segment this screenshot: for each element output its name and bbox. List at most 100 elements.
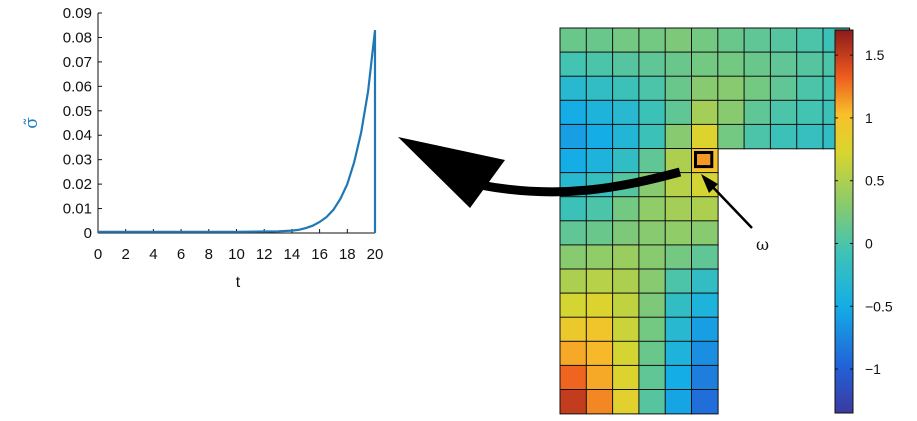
- heatmap-cell: [559, 99, 588, 126]
- heatmap-cell: [664, 123, 693, 150]
- y-tick-label: 0.09: [63, 5, 92, 22]
- heatmap-cell: [612, 148, 640, 174]
- heatmap-cell: [691, 364, 719, 391]
- heatmap-cell: [559, 268, 588, 294]
- colorbar: 1.5 1 0.5 0 −0.5 −1: [834, 29, 893, 414]
- omega-annotation: ω: [756, 235, 769, 254]
- x-tick-label: 8: [205, 246, 213, 263]
- heatmap-cell: [638, 220, 667, 246]
- heatmap-cell: [796, 51, 824, 77]
- y-tick-label: 0.01: [63, 201, 92, 218]
- heatmap-cell: [612, 292, 640, 319]
- x-tick-label: 0: [94, 246, 102, 263]
- heatmap-cell: [585, 292, 614, 319]
- heatmap-cell: [612, 316, 640, 343]
- x-tick-label: 20: [367, 246, 384, 263]
- heatmap-cell: [638, 148, 667, 174]
- heatmap-cell: [691, 292, 719, 319]
- heatmap-cell: [769, 123, 798, 150]
- heatmap-cell: [664, 389, 693, 415]
- heatmap-cell: [664, 364, 693, 391]
- heatmap-cell: [638, 27, 667, 53]
- heatmap-cell: [612, 340, 640, 367]
- heatmap-cell: [691, 268, 719, 294]
- heatmap-cell: [559, 292, 588, 319]
- line-chart: 0 0.01 0.02 0.03 0.04 0.05 0.06 0.07 0.08 0.09 0 2…: [22, 5, 383, 291]
- x-tick-label: 6: [177, 246, 185, 263]
- heatmap-cell: [769, 75, 798, 102]
- heatmap-cell: [769, 27, 798, 53]
- heatmap-cell: [691, 75, 719, 102]
- omega-arrow: [701, 174, 753, 229]
- heatmap-cell: [638, 196, 667, 222]
- heatmap-cell: [769, 99, 798, 126]
- heatmap-cell: [612, 364, 640, 391]
- heatmap-cell: [691, 99, 719, 126]
- x-tick-label: 10: [228, 246, 245, 263]
- heatmap-cell: [559, 316, 588, 343]
- heatmap-cell: [691, 196, 719, 222]
- heatmap-cell: [585, 244, 614, 270]
- heatmap-cell: [612, 244, 640, 270]
- y-tick-label: 0.02: [63, 176, 92, 193]
- heatmap-cell: [585, 123, 614, 150]
- heatmap-cell: [585, 196, 614, 222]
- heatmap-cell: [664, 51, 693, 77]
- y-tick-label: 0.08: [63, 29, 92, 46]
- x-tick-label: 2: [122, 246, 130, 263]
- heatmap-cell: [559, 148, 588, 174]
- colorbar-tick-label: 0: [865, 235, 873, 251]
- heatmap-cell: [585, 148, 614, 174]
- heatmap-cell: [691, 123, 719, 150]
- heatmap-cell: [612, 268, 640, 294]
- heatmap-cell: [585, 364, 614, 391]
- heatmap-cell: [612, 75, 640, 102]
- heatmap-cell: [559, 196, 588, 222]
- colorbar-tick-label: 0.5: [865, 173, 885, 189]
- heatmap-cell: [612, 389, 640, 415]
- heatmap-cell: [559, 75, 588, 102]
- y-tick-label: 0.03: [63, 152, 92, 169]
- heatmap-cell: [612, 196, 640, 222]
- heatmap-cell: [691, 51, 719, 77]
- heatmap-cell: [559, 220, 588, 246]
- heatmap-cell: [717, 75, 745, 102]
- heatmap-cell: [638, 99, 667, 126]
- x-axis-label: t: [236, 274, 241, 291]
- heatmap-cell: [691, 316, 719, 343]
- colorbar-tick-labels: 1.5 1 0.5 0 −0.5 −1: [835, 47, 893, 377]
- heatmap-cell: [664, 220, 693, 246]
- heatmap-cell: [638, 244, 667, 270]
- y-tick-label: 0: [84, 225, 92, 242]
- y-tick-label: 0.06: [63, 78, 92, 95]
- colorbar-tick-label: −1: [865, 361, 881, 377]
- colorbar-tick-label: 1: [865, 110, 873, 126]
- heatmap: [559, 27, 851, 415]
- heatmap-cell: [691, 27, 719, 53]
- heatmap-cell: [796, 75, 824, 102]
- heatmap-cell: [743, 123, 772, 150]
- heatmap-cell: [638, 51, 667, 77]
- heatmap-cell: [612, 220, 640, 246]
- heatmap-cell: [638, 389, 667, 415]
- heatmap-cell: [691, 244, 719, 270]
- x-tick-label: 16: [311, 246, 328, 263]
- heatmap-cell: [796, 99, 824, 126]
- y-axis-label: σ̃: [22, 117, 42, 129]
- heatmap-cell: [559, 364, 588, 391]
- colorbar-gradient: [834, 29, 854, 414]
- heatmap-cell: [717, 123, 745, 150]
- highlighted-cell: [694, 151, 714, 169]
- heatmap-cell: [559, 27, 588, 53]
- heatmap-cell: [691, 340, 719, 367]
- heatmap-cell: [638, 292, 667, 319]
- heatmap-cell: [559, 51, 588, 77]
- heatmap-cell: [585, 340, 614, 367]
- colorbar-tick-label: 1.5: [865, 47, 885, 63]
- heatmap-cell: [664, 340, 693, 367]
- x-tick-labels: 0 2 4 6 8 10 12 14 16 18 20: [94, 229, 384, 263]
- y-tick-label: 0.04: [63, 127, 92, 144]
- heatmap-cell: [638, 316, 667, 343]
- heatmap-cell: [612, 51, 640, 77]
- x-tick-label: 18: [339, 246, 356, 263]
